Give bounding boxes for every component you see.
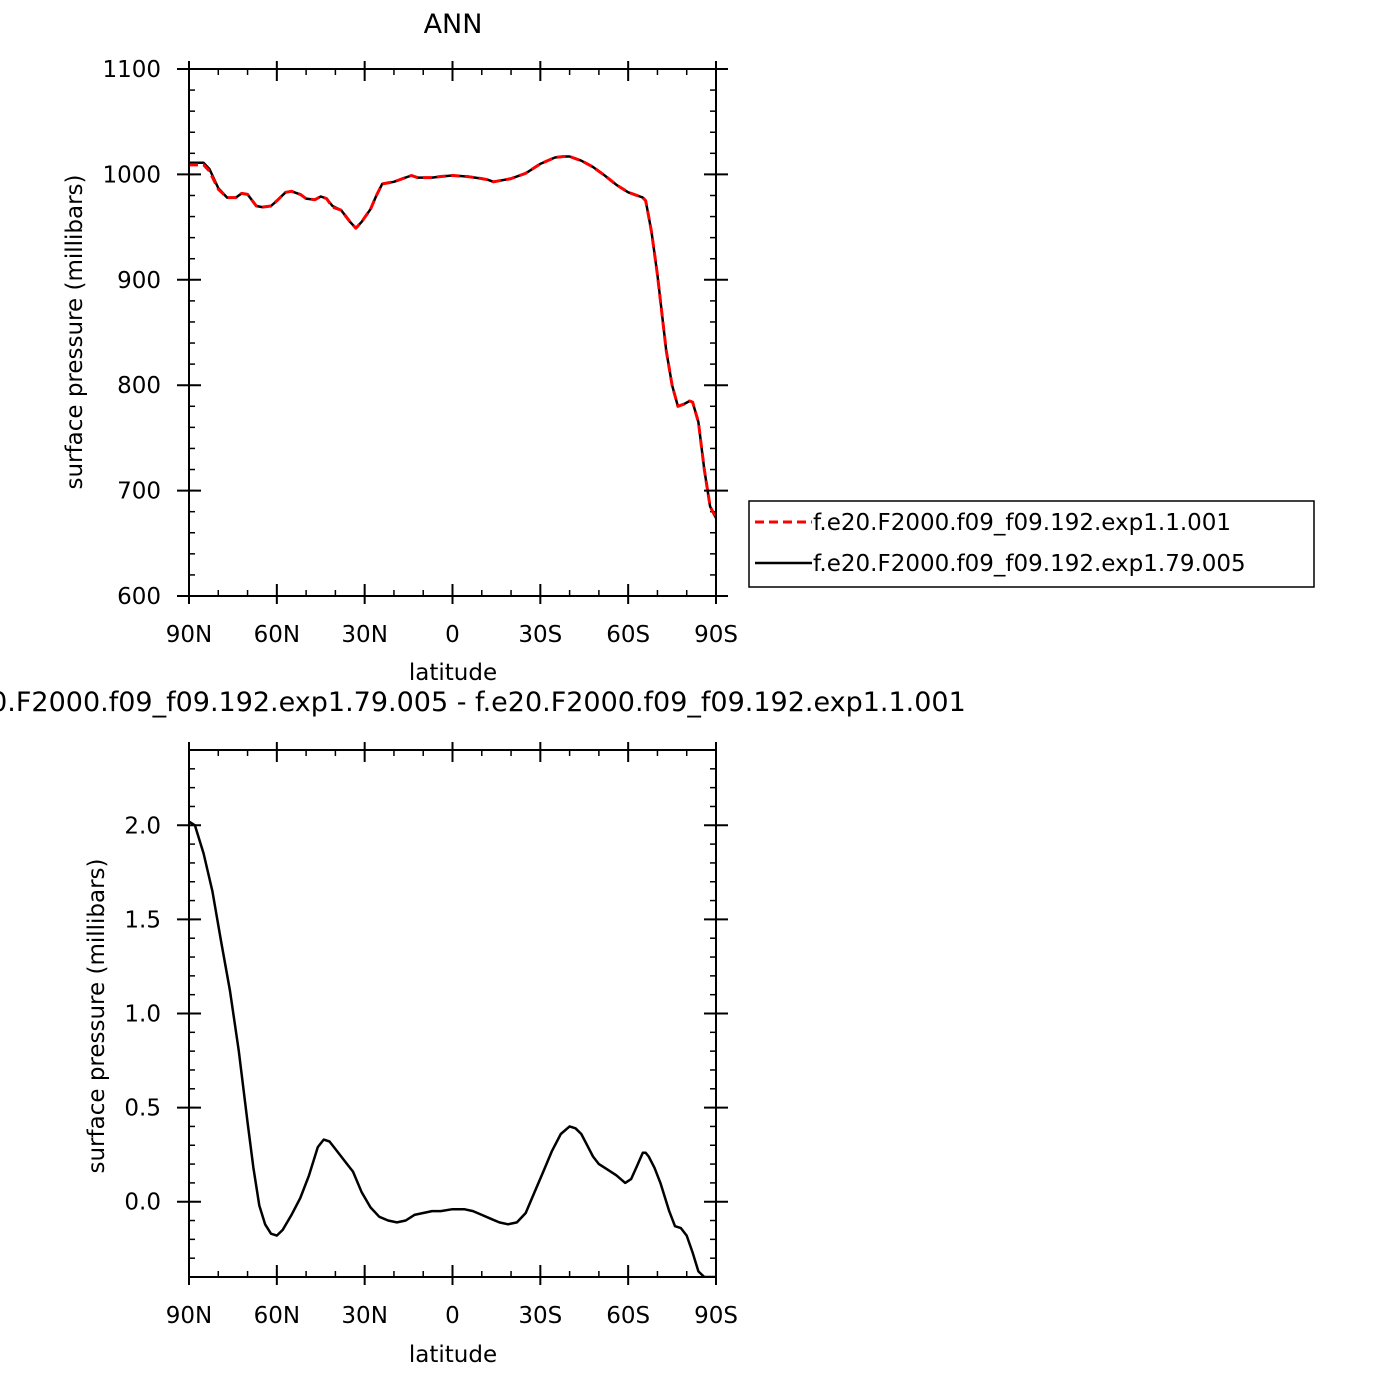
top-panel: ANN 90N 60N 30N 0 30S 60S 90S 600 700 800 900 1000 1… bbox=[62, 9, 738, 686]
bottom-x-tick-label: 60S bbox=[606, 1303, 650, 1329]
top-plot-frame bbox=[188, 68, 717, 597]
legend-box bbox=[748, 500, 1315, 588]
bottom-x-tick-label: 30S bbox=[518, 1303, 562, 1329]
top-x-tick-label: 60S bbox=[606, 622, 650, 648]
bottom-x-tick-label: 30N bbox=[341, 1303, 387, 1329]
top-y-tick-label: 1000 bbox=[102, 162, 161, 188]
top-y-axis-title: surface pressure (millibars) bbox=[62, 174, 88, 489]
top-x-tick-label: 90S bbox=[694, 622, 738, 648]
bottom-x-tick-label: 0 bbox=[445, 1303, 460, 1329]
bottom-x-axis-title: latitude bbox=[409, 1342, 497, 1368]
bottom-y-tick-label: 0.0 bbox=[124, 1190, 161, 1216]
bottom-series-line-0 bbox=[189, 820, 716, 1277]
bottom-plot-lines bbox=[189, 820, 716, 1277]
difference-plot-title: f.e20.F2000.f09_f09.192.exp1.79.005 - f.… bbox=[0, 687, 966, 718]
legend-label-control: f.e20.F2000.f09_f09.192.exp1.1.001 bbox=[813, 510, 1231, 536]
top-y-tick-label: 1100 bbox=[102, 57, 161, 83]
top-x-tick-label: 90N bbox=[166, 622, 212, 648]
bottom-y-axis-title: surface pressure (millibars) bbox=[84, 858, 110, 1173]
bottom-x-tick-label: 60N bbox=[254, 1303, 300, 1329]
top-series-line-1 bbox=[189, 155, 716, 519]
top-y-tick-label: 900 bbox=[117, 268, 161, 294]
bottom-y-tick-label: 1.5 bbox=[124, 907, 161, 933]
bottom-plot-frame bbox=[188, 749, 717, 1278]
bottom-y-tick-label: 2.0 bbox=[124, 813, 161, 839]
top-x-tick-label: 30N bbox=[341, 622, 387, 648]
legend-label-test: f.e20.F2000.f09_f09.192.exp1.79.005 bbox=[813, 551, 1246, 577]
top-y-tick-label: 800 bbox=[117, 373, 161, 399]
top-plot-lines bbox=[189, 155, 716, 519]
bottom-x-tick-label: 90S bbox=[694, 1303, 738, 1329]
top-y-tick-label: 600 bbox=[117, 584, 161, 610]
top-x-tick-label: 30S bbox=[518, 622, 562, 648]
top-plot-title: ANN bbox=[424, 9, 483, 40]
top-x-axis-title: latitude bbox=[409, 660, 497, 686]
legend: f.e20.F2000.f09_f09.192.exp1.1.001 f.e20… bbox=[748, 500, 1315, 588]
top-x-tick-label: 60N bbox=[254, 622, 300, 648]
bottom-panel: f.e20.F2000.f09_f09.192.exp1.79.005 - f.… bbox=[0, 687, 966, 1368]
bottom-y-tick-label: 1.0 bbox=[124, 1002, 161, 1028]
top-series-line-0 bbox=[189, 155, 716, 519]
top-y-tick-label: 700 bbox=[117, 479, 161, 505]
top-ticks: 90N 60N 30N 0 30S 60S 90S 600 700 800 900 1000 1100 bbox=[102, 57, 737, 648]
top-x-tick-label: 0 bbox=[445, 622, 460, 648]
bottom-x-tick-label: 90N bbox=[166, 1303, 212, 1329]
bottom-y-tick-label: 0.5 bbox=[124, 1096, 161, 1122]
bottom-ticks: 90N 60N 30N 0 30S 60S 90S 0.0 0.5 1.0 1.5 2.0 bbox=[124, 742, 738, 1329]
